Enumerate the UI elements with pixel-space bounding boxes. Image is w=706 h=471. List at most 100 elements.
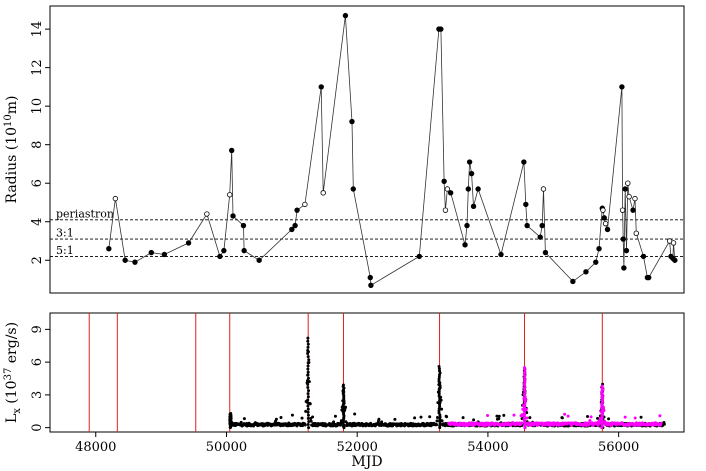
radius-point-filled (523, 201, 529, 208)
radius-point-filled (537, 234, 543, 240)
luminosity-point (306, 373, 310, 377)
radius-point-open (600, 207, 606, 213)
radius-point-open (633, 230, 639, 236)
radius-point-filled (289, 226, 295, 233)
luminosity-point (274, 417, 278, 421)
luminosity-point (435, 419, 439, 423)
y-tick-label: 8 (30, 141, 45, 149)
radius-point-filled (416, 253, 422, 260)
radius-point-filled (466, 159, 473, 165)
luminosity-point (437, 394, 441, 398)
luminosity-point (419, 415, 423, 419)
luminosity-point (306, 392, 310, 396)
luminosity-y-axis-label: Lx (1037 erg/s) (3, 322, 23, 423)
radius-point-open (320, 190, 326, 196)
x-tick-label: 54000 (467, 440, 508, 455)
luminosity-point (229, 411, 233, 415)
y-tick-label: 14 (30, 21, 45, 38)
luminosity-point (437, 392, 441, 396)
radius-point-open (632, 195, 638, 202)
luminosity-point (495, 414, 499, 418)
radius-point-open (602, 220, 609, 227)
radius-point-filled (368, 282, 374, 288)
radius-point-filled (542, 249, 549, 256)
luminosity-point (438, 419, 442, 423)
luminosity-point (309, 419, 313, 423)
radius-point-filled (596, 245, 602, 252)
luminosity-point (300, 416, 304, 420)
radius-point-open (227, 192, 233, 198)
luminosity-point (597, 421, 601, 425)
luminosity-point (658, 414, 662, 418)
radius-point-open (670, 240, 677, 246)
luminosity-point (445, 415, 449, 419)
luminosity-point (437, 390, 441, 394)
luminosity-point (306, 342, 310, 346)
luminosity-point (306, 364, 310, 368)
luminosity-point (586, 414, 590, 418)
radius-point-filled (221, 247, 227, 254)
luminosity-point (306, 348, 310, 352)
y-tick-label: 9 (30, 325, 45, 333)
luminosity-y-axis: 0 3 6 9 (30, 325, 50, 432)
luminosity-point (639, 415, 643, 419)
radius-point-filled (318, 84, 324, 90)
radius-point-filled (438, 26, 444, 32)
radius-points (106, 12, 678, 288)
radius-point-open (540, 186, 547, 192)
radius-point-filled (217, 253, 223, 260)
luminosity-point (497, 417, 501, 421)
radius-point-filled (161, 251, 168, 258)
luminosity-point (520, 421, 524, 425)
radius-point-filled (342, 12, 349, 19)
luminosity-point (440, 407, 444, 411)
radius-point-filled (240, 222, 247, 229)
y-tick-label: 10 (30, 98, 45, 115)
luminosity-point (290, 413, 294, 417)
luminosity-point (380, 420, 384, 424)
radius-panel: periastron 3:1 5:1 2 4 6 8 10 12 14 Radius (1010… (3, 5, 685, 294)
x-tick-label: 48000 (75, 440, 116, 455)
luminosity-point (307, 358, 311, 362)
luminosity-point (607, 417, 611, 421)
luminosity-point (306, 367, 310, 371)
radius-point-filled (570, 278, 576, 285)
luminosity-point (589, 415, 593, 419)
radius-point-open (626, 193, 632, 200)
luminosity-point (306, 336, 310, 340)
luminosity-panel: 0 3 6 9 48000 50000 52000 54000 56000 Lx (1037 … (3, 312, 685, 470)
luminosity-point (440, 419, 444, 423)
luminosity-point (528, 416, 532, 420)
luminosity-point (306, 370, 310, 374)
x-tick-label: 52000 (337, 440, 378, 455)
radius-point-filled (468, 170, 475, 177)
radius-point-filled (441, 178, 447, 184)
radius-point-open (619, 207, 626, 213)
luminosity-point (563, 412, 567, 416)
y-tick-label: 2 (30, 256, 45, 264)
radius-point-filled (601, 215, 607, 221)
x-tick-label: 50000 (206, 440, 247, 455)
luminosity-point (306, 416, 310, 420)
luminosity-point (306, 404, 310, 408)
luminosity-point (472, 418, 476, 422)
radius-point-filled (230, 213, 236, 219)
y-tick-label: 0 (30, 423, 45, 431)
luminosity-point (306, 407, 310, 411)
radius-point-filled (630, 207, 636, 213)
radius-y-axis: 2 4 6 8 10 12 14 (30, 21, 50, 264)
luminosity-point (659, 421, 663, 425)
luminosity-point (306, 361, 310, 365)
luminosity-point (633, 416, 637, 420)
radius-point-filled (122, 257, 128, 263)
luminosity-point (600, 384, 604, 388)
radius-point-filled (462, 242, 468, 248)
luminosity-plot-frame (49, 312, 685, 433)
luminosity-point (377, 417, 381, 421)
radius-point-open (112, 195, 119, 202)
luminosity-points (228, 336, 666, 430)
luminosity-point (306, 345, 310, 349)
radius-point-filled (619, 84, 625, 90)
radius-point-filled (464, 222, 470, 229)
radius-point-filled (350, 186, 356, 192)
